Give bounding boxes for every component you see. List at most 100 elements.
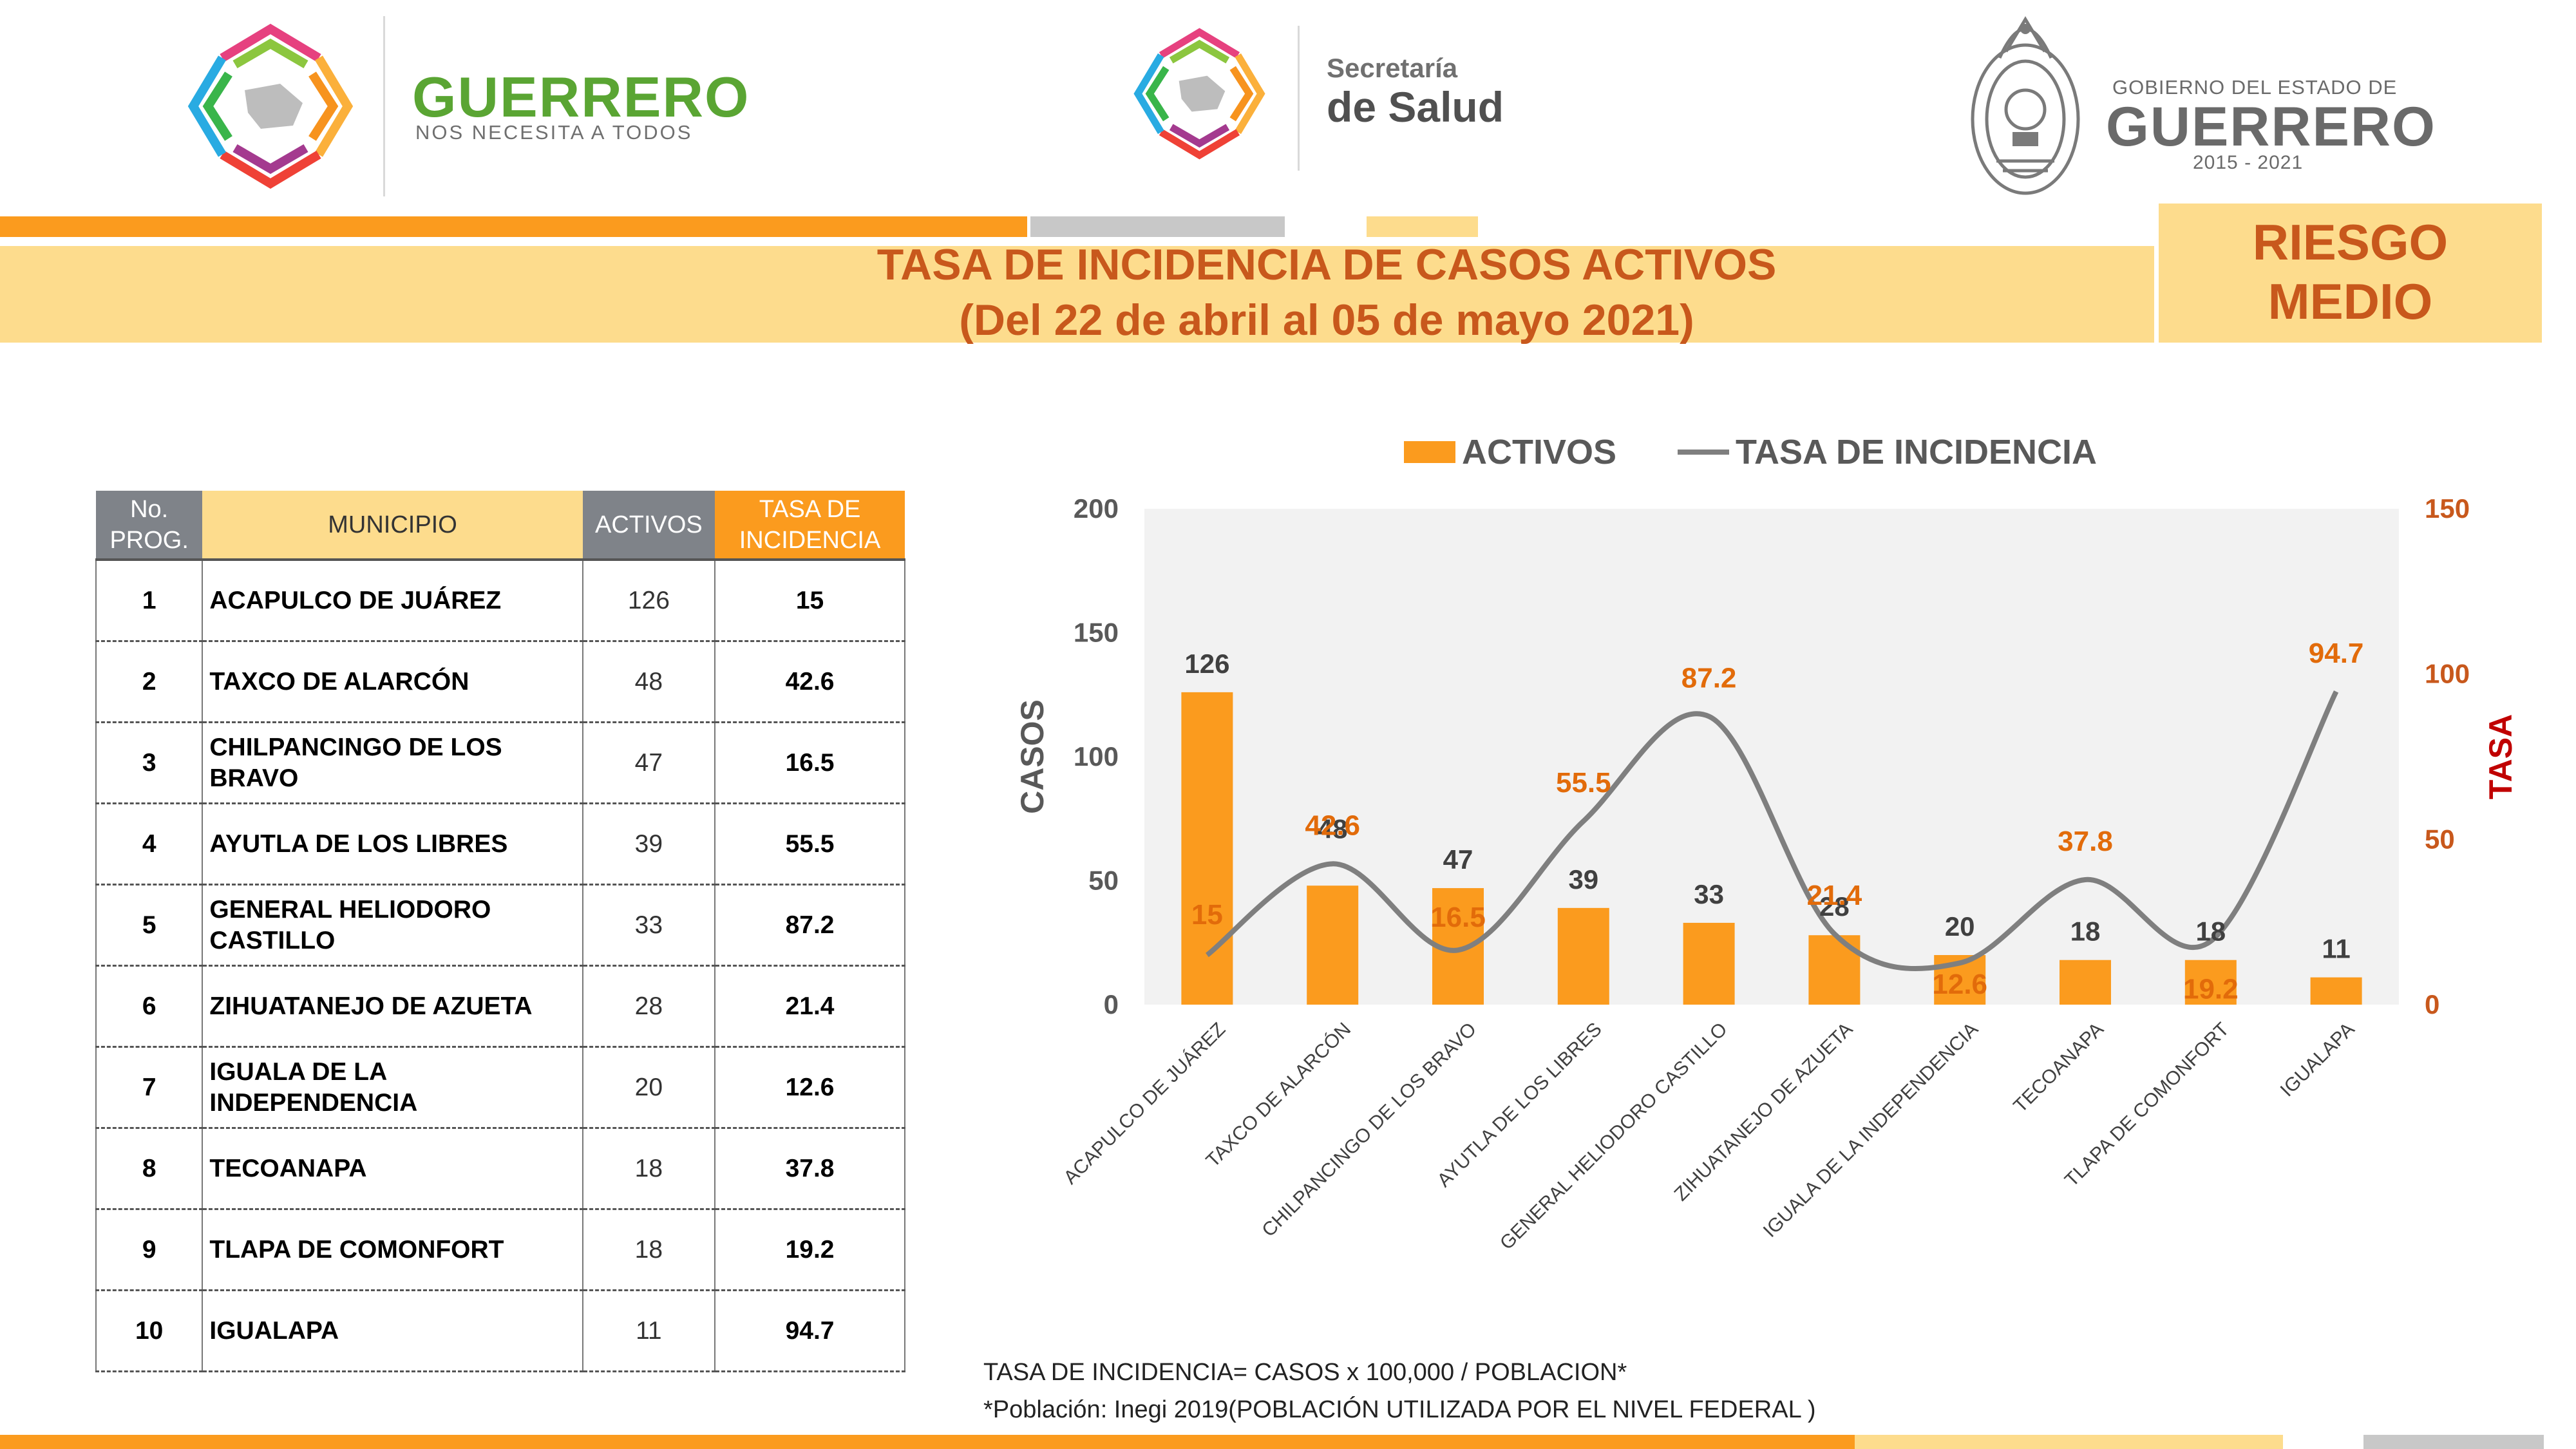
gobierno-logo-line2: GUERRERO — [2106, 96, 2436, 158]
table-row: 2 TAXCO DE ALARCÓN 48 42.6 — [95, 641, 905, 723]
y2-tick-label: 150 — [2425, 493, 2470, 524]
row-activos: 126 — [582, 558, 716, 642]
row-activos: 39 — [582, 803, 716, 886]
bar-activos — [2060, 960, 2111, 1005]
header-municipio: MUNICIPIO — [202, 491, 583, 560]
header-tasa: TASA DE INCIDENCIA — [715, 491, 905, 560]
bar-activos — [1808, 935, 1861, 1005]
row-number: 6 — [95, 965, 204, 1048]
header-divider — [383, 16, 385, 196]
row-activos: 11 — [582, 1290, 716, 1372]
row-number: 5 — [95, 884, 204, 967]
row-municipio: CHILPANCINGO DE LOS BRAVO — [202, 722, 583, 804]
row-tasa: 94.7 — [715, 1290, 905, 1372]
guerrero-emblem-icon — [187, 23, 354, 189]
bar-value-label: 28 — [1819, 891, 1850, 922]
line-tasa — [1206, 690, 2339, 972]
table-row: 3 CHILPANCINGO DE LOS BRAVO 47 16.5 — [95, 722, 905, 804]
row-number: 1 — [95, 558, 204, 642]
title-band — [0, 246, 2154, 343]
legend-label-activos: ACTIVOS — [1462, 433, 1616, 471]
bar-value-label: 11 — [2322, 934, 2350, 964]
row-activos: 33 — [582, 884, 716, 967]
table-row: 7 IGUALA DE LA INDEPENDENCIA 20 12.6 — [95, 1046, 905, 1129]
header-activos: ACTIVOS — [582, 491, 715, 560]
y2-tick-label: 50 — [2425, 824, 2455, 854]
salud-logo-line1: Secretaría — [1327, 53, 1458, 83]
top-stripe-orange — [0, 216, 1027, 237]
risk-line1: RIESGO — [2252, 214, 2448, 270]
row-activos: 18 — [582, 1209, 716, 1291]
header-no: No. PROG. — [96, 491, 203, 560]
row-number: 4 — [95, 803, 204, 886]
y-axis-title: CASOS — [1014, 699, 1050, 814]
bar-value-label: 18 — [2070, 916, 2101, 947]
salud-emblem-icon — [1133, 28, 1265, 160]
row-activos: 18 — [582, 1128, 716, 1210]
y-tick-label: 0 — [1104, 989, 1119, 1019]
salud-logo-line2: de Salud — [1327, 83, 1504, 131]
table-row: 10 IGUALAPA 11 94.7 — [95, 1290, 905, 1372]
row-number: 10 — [95, 1290, 204, 1372]
row-municipio: TLAPA DE COMONFORT — [202, 1209, 583, 1291]
bottom-stripe-gray — [2363, 1435, 2544, 1449]
table-row: 4 AYUTLA DE LOS LIBRES 39 55.5 — [95, 803, 905, 886]
row-tasa: 55.5 — [715, 803, 905, 886]
risk-line2: MEDIO — [2268, 273, 2433, 330]
bar-value-label: 18 — [2195, 916, 2226, 947]
bar-activos — [2184, 960, 2237, 1005]
line-value-label: 37.8 — [2058, 826, 2113, 857]
guerrero-logo-title: GUERRERO — [412, 65, 750, 129]
x-tick-label: IGUALAPA — [2277, 1019, 2359, 1101]
bottom-stripe-yellow — [1855, 1435, 2283, 1449]
page-title: TASA DE INCIDENCIA DE CASOS ACTIVOS — [876, 240, 1777, 289]
bar-value-label: 47 — [1443, 844, 1473, 875]
row-tasa: 16.5 — [715, 722, 905, 804]
row-activos: 47 — [582, 722, 716, 804]
row-tasa: 37.8 — [715, 1128, 905, 1210]
table-body: 1 ACAPULCO DE JUÁREZ 126 15 2 TAXCO DE ALARCÓ… — [95, 558, 905, 1372]
line-value-label: 15 — [1191, 899, 1223, 931]
gobierno-logo — [1961, 6, 2090, 206]
bar-value-label: 33 — [1694, 879, 1724, 909]
line-value-label: 16.5 — [1430, 902, 1486, 933]
y-tick-label: 50 — [1088, 866, 1119, 896]
x-tick-label: TAXCO DE ALARCÓN — [1202, 1019, 1355, 1171]
page-subtitle: (Del 22 de abril al 05 de mayo 2021) — [959, 296, 1694, 345]
row-number: 7 — [95, 1046, 204, 1129]
row-activos: 20 — [582, 1046, 716, 1129]
row-activos: 28 — [582, 965, 716, 1048]
row-municipio: TAXCO DE ALARCÓN — [202, 641, 583, 723]
bar-activos — [1557, 907, 1609, 1005]
table-row: 5 GENERAL HELIODORO CASTILLO 33 87.2 — [95, 884, 905, 967]
guerrero-logo-subtitle: NOS NECESITA A TODOS — [415, 121, 693, 144]
bar-activos — [1307, 886, 1359, 1005]
row-tasa: 21.4 — [715, 965, 905, 1048]
bar-activos — [2310, 977, 2362, 1005]
table-row: 8 TECOANAPA 18 37.8 — [95, 1128, 905, 1210]
gobierno-logo-line1: GOBIERNO DEL ESTADO DE — [2112, 76, 2398, 99]
bar-activos — [1181, 692, 1233, 1005]
bar-value-label: 48 — [1318, 813, 1348, 844]
table-row: 6 ZIHUATANEJO DE AZUETA 28 21.4 — [95, 965, 905, 1048]
row-municipio: TECOANAPA — [202, 1128, 583, 1210]
row-activos: 48 — [582, 641, 716, 723]
row-tasa: 12.6 — [715, 1046, 905, 1129]
bar-activos — [1683, 922, 1735, 1005]
line-value-label: 55.5 — [1556, 767, 1611, 799]
incidence-chart: 0 50 100 150 200 0 50 100 150 CASOS TASA 126 48 47 39 3… — [1014, 433, 2519, 1254]
legend-swatch-activos — [1404, 441, 1455, 463]
row-tasa: 87.2 — [715, 884, 905, 967]
row-number: 8 — [95, 1128, 204, 1210]
table-row: 1 ACAPULCO DE JUÁREZ 126 15 — [95, 558, 905, 642]
y2-tick-label: 100 — [2425, 659, 2470, 689]
y2-tick-label: 0 — [2425, 989, 2439, 1019]
row-municipio: GENERAL HELIODORO CASTILLO — [202, 884, 583, 967]
top-stripe-gray — [1030, 216, 1285, 237]
row-tasa: 42.6 — [715, 641, 905, 723]
x-tick-label: CHILPANCINGO DE LOS BRAVO — [1258, 1019, 1481, 1242]
row-number: 3 — [95, 722, 204, 804]
line-value-label: 19.2 — [2183, 974, 2239, 1005]
y-tick-label: 150 — [1074, 618, 1119, 648]
row-municipio: AYUTLA DE LOS LIBRES — [202, 803, 583, 886]
